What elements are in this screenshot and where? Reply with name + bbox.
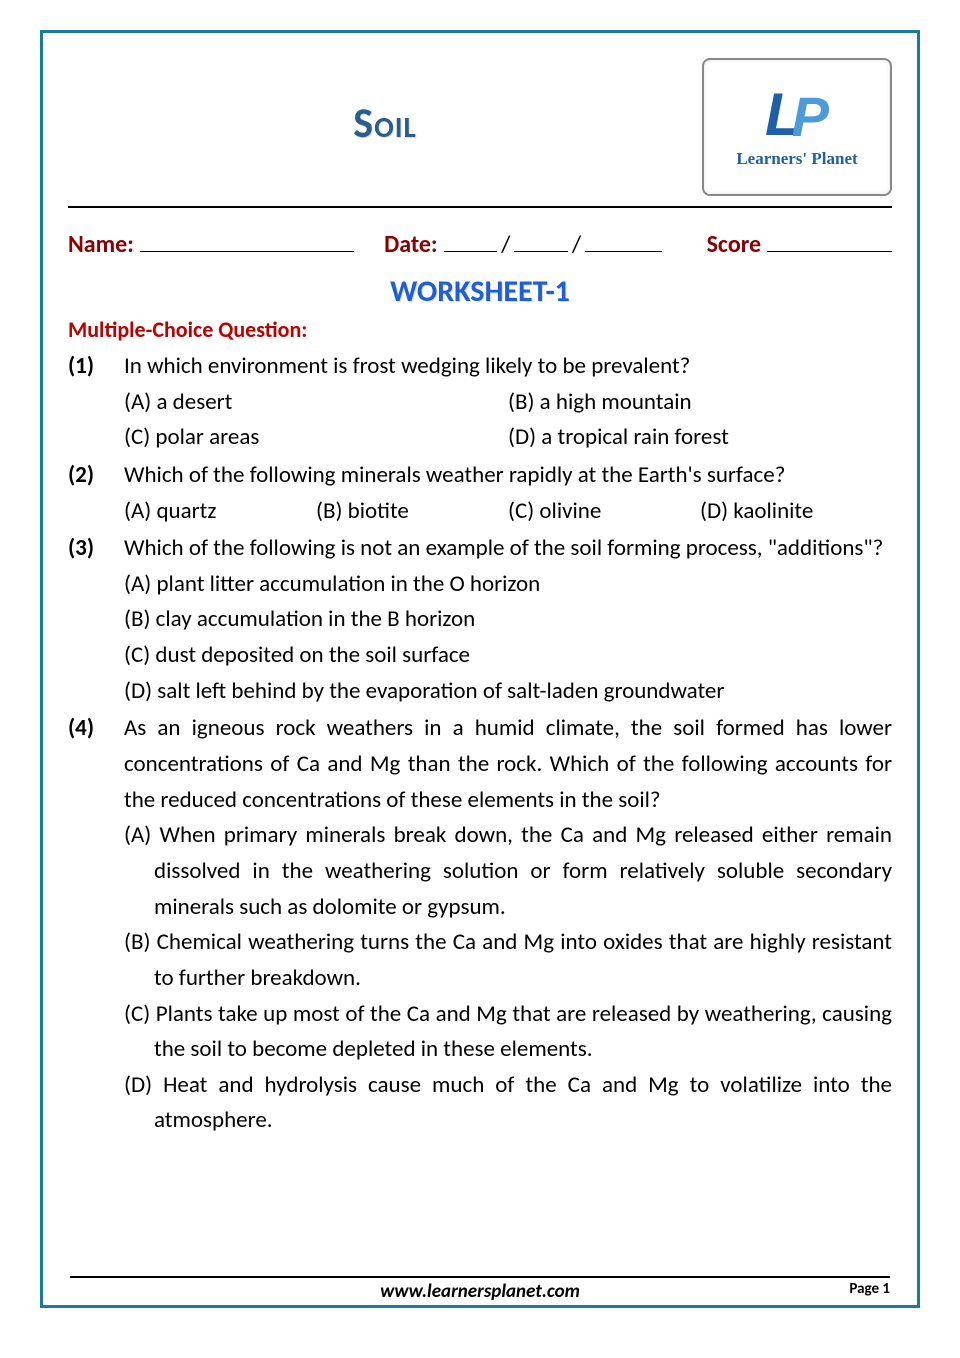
q2-opt-c: (C) olivine [508, 494, 700, 530]
question-1: (1) In which environment is frost wedgin… [68, 349, 892, 456]
q4-text: As an igneous rock weathers in a humid c… [124, 711, 892, 818]
header-row: Soil L P Learners' Planet [68, 58, 892, 196]
document-title: Soil [68, 98, 702, 149]
q1-body: In which environment is frost wedging li… [124, 349, 892, 456]
q4-opt-a: (A) When primary minerals break down, th… [124, 818, 892, 925]
q3-opt-a: (A) plant litter accumulation in the O h… [124, 567, 892, 603]
q1-options: (A) a desert (B) a high mountain [124, 385, 892, 421]
q2-opt-a: (A) quartz [124, 494, 316, 530]
q1-opt-c: (C) polar areas [124, 420, 508, 456]
footer-url: www.learnersplanet.com [380, 1280, 580, 1303]
q1-num: (1) [68, 349, 124, 456]
page-number: Page 1 [849, 1280, 890, 1298]
q3-body: Which of the following is not an example… [124, 531, 892, 709]
question-2: (2) Which of the following minerals weat… [68, 458, 892, 529]
date-blank-2[interactable] [514, 230, 568, 252]
slash-1: / [497, 230, 514, 259]
question-4: (4) As an igneous rock weathers in a hum… [68, 711, 892, 1139]
q2-opt-d: (D) kaolinite [700, 494, 892, 530]
q1-opt-b: (B) a high mountain [508, 385, 892, 421]
question-3: (3) Which of the following is not an exa… [68, 531, 892, 709]
q2-body: Which of the following minerals weather … [124, 458, 892, 529]
title-wrap: Soil [68, 58, 702, 149]
mcq-label: Multiple-Choice Question: [68, 316, 892, 343]
q4-opt-d: (D) Heat and hydrolysis cause much of th… [124, 1068, 892, 1139]
q2-text: Which of the following minerals weather … [124, 458, 892, 494]
slash-2: / [568, 230, 585, 259]
q3-opt-c: (C) dust deposited on the soil surface [124, 638, 892, 674]
q4-opt-b: (B) Chemical weathering turns the Ca and… [124, 925, 892, 996]
worksheet-title: WORKSHEET-1 [68, 273, 892, 310]
q4-body: As an igneous rock weathers in a humid c… [124, 711, 892, 1139]
date-blank-3[interactable] [585, 230, 662, 252]
header-divider [68, 206, 892, 208]
score-blank[interactable] [767, 230, 892, 252]
logo-glyph: L P [765, 85, 829, 145]
q4-opt-c: (C) Plants take up most of the Ca and Mg… [124, 997, 892, 1068]
q4-num: (4) [68, 711, 124, 1139]
name-blank[interactable] [140, 230, 354, 252]
q3-opt-b: (B) clay accumulation in the B horizon [124, 602, 892, 638]
date-label: Date: [384, 230, 437, 259]
q3-num: (3) [68, 531, 124, 709]
q1-opt-d: (D) a tropical rain forest [508, 420, 892, 456]
q1-options-row2: (C) polar areas (D) a tropical rain fore… [124, 420, 892, 456]
name-label: Name: [68, 230, 134, 259]
questions-container: (1) In which environment is frost wedgin… [68, 349, 892, 1139]
score-label: Score [707, 230, 762, 259]
logo-box: L P Learners' Planet [702, 58, 892, 196]
footer-row: www.learnersplanet.com Page 1 [70, 1276, 890, 1303]
date-blank-1[interactable] [444, 230, 498, 252]
page-content: Soil L P Learners' Planet Name: Date: / … [40, 30, 920, 1308]
q1-text: In which environment is frost wedging li… [124, 349, 892, 385]
q2-opt-b: (B) biotite [316, 494, 508, 530]
q1-opt-a: (A) a desert [124, 385, 508, 421]
logo-text: Learners' Planet [736, 149, 857, 169]
q3-text: Which of the following is not an example… [124, 531, 892, 567]
q3-opt-d: (D) salt left behind by the evaporation … [124, 674, 892, 710]
logo-letter-p: P [792, 89, 829, 145]
q2-options: (A) quartz (B) biotite (C) olivine (D) k… [124, 494, 892, 530]
q2-num: (2) [68, 458, 124, 529]
info-row: Name: Date: / / Score [68, 230, 892, 259]
